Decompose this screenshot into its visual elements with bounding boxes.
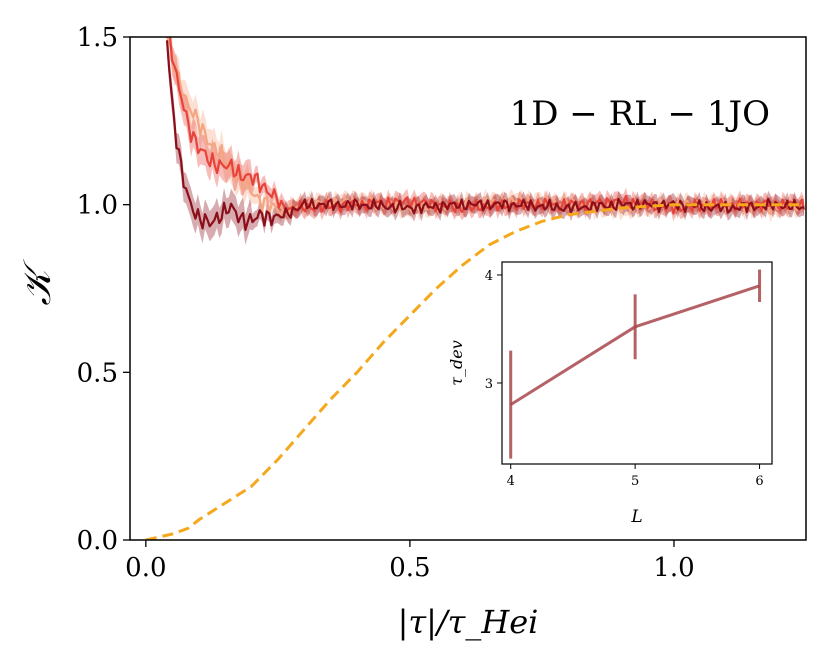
inset-x-tick-label: 6 — [755, 474, 763, 489]
inset-x-axis-label: L — [630, 507, 642, 527]
series-line — [165, 40, 805, 231]
series-line-dashed — [145, 203, 806, 540]
inset-x-tick-label: 4 — [507, 474, 515, 489]
x-tick-label: 0.5 — [389, 553, 430, 583]
series-line — [168, 37, 806, 215]
inset-background — [502, 262, 772, 464]
inset-y-tick-label: 3 — [485, 377, 493, 392]
main-lines — [145, 37, 806, 540]
inset-frame — [501, 261, 773, 465]
series-confidence-band — [167, 37, 804, 245]
y-tick-label: 0.5 — [77, 358, 118, 388]
main-x-axis-label: |τ|/τ_Hei — [398, 603, 539, 641]
inset-y-ticks: 34 — [485, 269, 502, 392]
inset-y-tick-label: 4 — [485, 269, 493, 284]
inset-x-tick-label: 5 — [631, 474, 639, 489]
main-y-ticks: 0.0 0.5 1.0 1.5 — [77, 23, 130, 556]
inset-x-ticks: 4 5 6 — [507, 464, 764, 489]
main-plot: 0.0 0.5 1.0 0.0 0.5 1.0 1.5 1D − RL − 1JO |τ|… — [15, 23, 807, 641]
inset-lines — [509, 269, 762, 459]
main-annotation: 1D − RL − 1JO — [510, 94, 770, 134]
y-tick-label: 1.0 — [77, 191, 118, 221]
y-tick-label: 1.5 — [77, 23, 118, 53]
y-tick-label: 0.0 — [77, 526, 118, 556]
main-x-ticks: 0.0 0.5 1.0 — [125, 540, 695, 583]
x-tick-label: 0.0 — [125, 553, 166, 583]
main-plot-frame — [129, 36, 807, 541]
main-y-axis-label: 𝒦 — [15, 259, 59, 306]
x-tick-label: 1.0 — [653, 553, 694, 583]
inset-y-axis-label: τ_dev — [447, 340, 466, 386]
